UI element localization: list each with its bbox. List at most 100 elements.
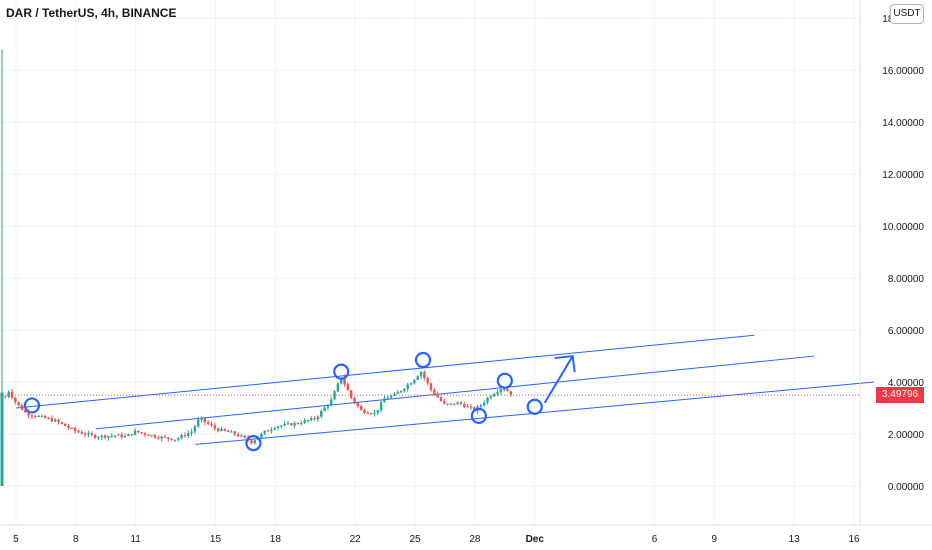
candle-body: [77, 431, 80, 433]
candle-body: [459, 402, 463, 404]
candle-body: [107, 435, 110, 438]
annotation-arrow: [543, 354, 576, 404]
time-axis[interactable]: 5 8 11 15 18 22 25 28 Dec 6 9 13 16: [13, 534, 860, 545]
candle-body: [177, 438, 180, 440]
candle-body: [389, 395, 393, 398]
annotation-circle[interactable]: [23, 397, 41, 414]
annotation-circle[interactable]: [414, 351, 432, 369]
candle-body: [502, 389, 506, 391]
currency-button[interactable]: USDT: [890, 4, 924, 24]
y-tick-label: 8.00000: [888, 274, 925, 285]
candle-body: [409, 383, 413, 385]
channel-line[interactable]: [15, 334, 755, 409]
candle-body: [73, 427, 77, 432]
candle-body: [236, 434, 240, 437]
candle-body: [130, 434, 133, 436]
candle-body: [399, 390, 403, 393]
candle-body: [356, 402, 360, 407]
candle-body: [293, 423, 296, 426]
candle-body: [44, 415, 47, 419]
x-tick-label: 8: [73, 534, 79, 545]
candle-body: [479, 405, 483, 407]
candle-body: [34, 415, 37, 417]
y-tick-label: 10.00000: [882, 222, 924, 233]
candle-body: [303, 420, 306, 424]
candle-body: [54, 419, 57, 422]
candle-body: [14, 397, 17, 403]
candle-body: [373, 412, 376, 414]
candle-body: [117, 434, 120, 436]
candle-body: [80, 432, 84, 434]
candle-body: [463, 403, 466, 407]
candle-body: [70, 427, 74, 429]
candle-body: [369, 413, 373, 415]
candle-body: [366, 412, 370, 414]
grid-lines: [0, 0, 860, 525]
x-tick-label: 22: [350, 534, 362, 545]
candle-body: [20, 405, 24, 410]
candle-body: [93, 434, 97, 438]
candle-body: [97, 437, 100, 439]
x-tick-label: 28: [469, 534, 481, 545]
candle-body: [216, 428, 220, 431]
candle-body: [469, 406, 473, 408]
candle-body: [330, 399, 333, 406]
candle-body: [300, 423, 303, 425]
candle-body: [190, 431, 193, 434]
channel-line[interactable]: [95, 355, 815, 430]
candle-body: [170, 438, 173, 441]
candle-body: [406, 384, 409, 389]
candle-body: [90, 433, 93, 435]
candle-body: [37, 415, 40, 417]
x-tick-label: 9: [712, 534, 718, 545]
candle-body: [243, 435, 246, 438]
candle-body: [253, 440, 256, 444]
y-tick-label: 2.00000: [888, 430, 925, 441]
candle-body: [120, 434, 123, 438]
candle-body: [443, 401, 446, 404]
candle-body: [160, 436, 163, 439]
arrow-shaft[interactable]: [543, 355, 574, 404]
candle-body: [220, 428, 223, 431]
annotation-circle[interactable]: [526, 398, 543, 415]
candle-body: [296, 423, 300, 425]
x-tick-label: 6: [652, 534, 658, 545]
candle-body: [396, 392, 399, 394]
y-tick-label: 12.00000: [882, 170, 924, 181]
candle-body: [250, 440, 253, 444]
arrow-head[interactable]: [554, 354, 576, 373]
candle-body: [143, 433, 147, 435]
candle-body: [7, 391, 10, 397]
candle-body: [449, 403, 453, 405]
candle-body: [340, 377, 343, 384]
candle-body: [230, 431, 233, 433]
annotation-circle[interactable]: [470, 407, 487, 424]
x-tick-label: 11: [130, 534, 141, 545]
annotation-circles: [23, 351, 543, 452]
candle-body: [63, 423, 67, 427]
candle-body: [290, 423, 293, 426]
price-axis[interactable]: 18.0000016.0000014.0000012.0000010.00000…: [882, 14, 924, 493]
candle-body: [40, 415, 44, 417]
x-tick-label: 16: [848, 534, 860, 545]
candle-body: [137, 430, 140, 433]
annotation-circle[interactable]: [496, 372, 513, 389]
candle-body: [30, 415, 34, 417]
candle-body: [263, 430, 266, 434]
candle-body: [147, 434, 150, 436]
candle-body: [426, 377, 429, 384]
candle-body: [489, 396, 493, 399]
candle-body: [276, 426, 280, 429]
candle-body: [349, 390, 353, 398]
candle-body: [57, 419, 60, 423]
annotation-circle[interactable]: [333, 363, 350, 380]
candle-body: [260, 433, 263, 438]
candle-body: [103, 435, 107, 438]
annotation-circle[interactable]: [245, 435, 262, 452]
candle-body: [283, 423, 286, 426]
candle-body: [0, 392, 4, 487]
candle-body: [113, 435, 117, 437]
candle-body: [27, 412, 30, 416]
candle-body: [376, 410, 379, 413]
